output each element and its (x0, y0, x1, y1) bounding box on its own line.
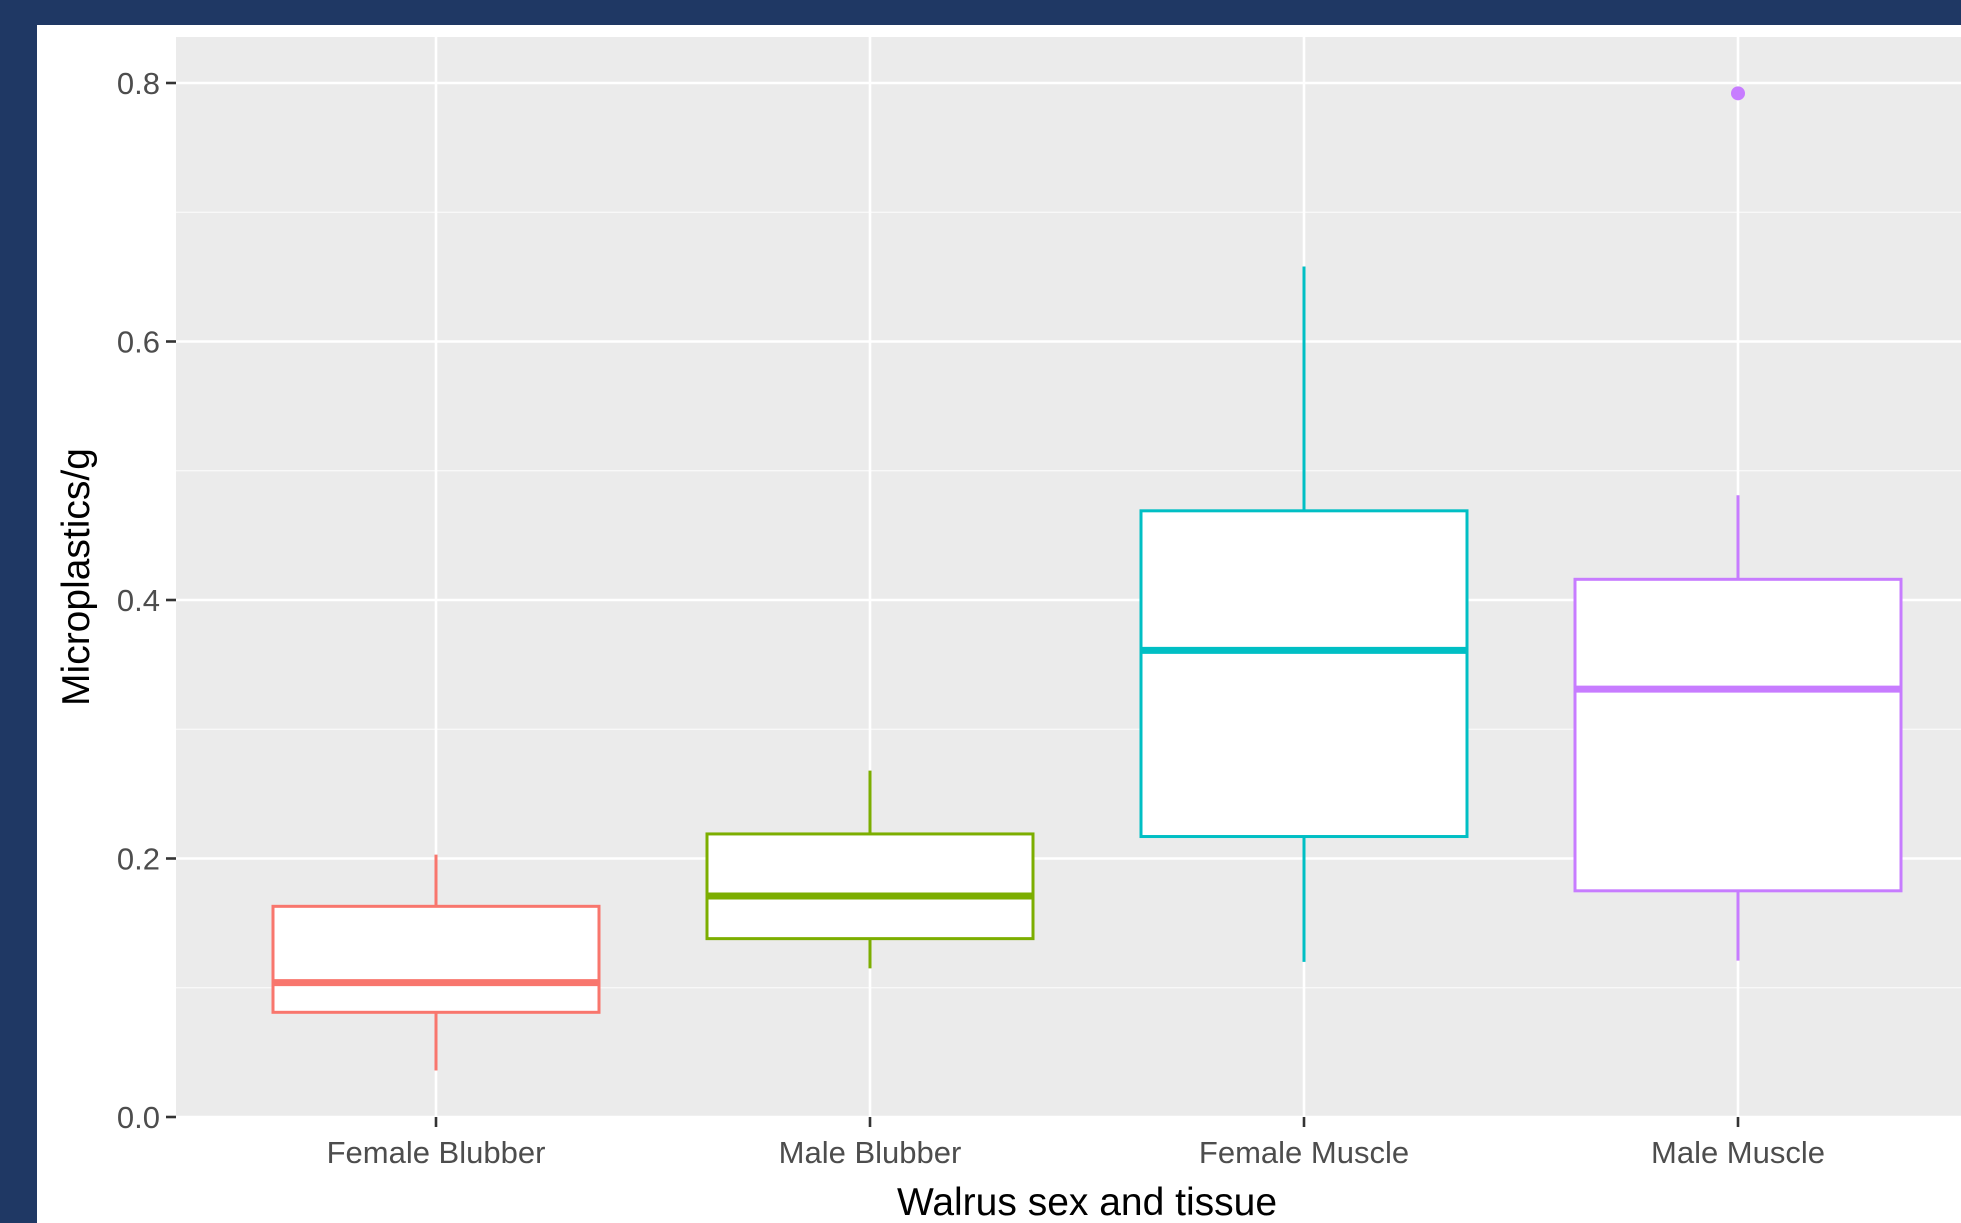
x-tick-label: Female Muscle (1199, 1135, 1409, 1170)
box-iqr (1573, 577, 1903, 893)
outlier-point (1731, 86, 1745, 101)
box-iqr (271, 904, 601, 1014)
y-tick-label: 0.0 (117, 1100, 160, 1135)
box-male-muscle (1573, 86, 1903, 961)
x-tick-label: Male Blubber (779, 1135, 962, 1170)
box-iqr (705, 832, 1035, 941)
y-tick-label: 0.6 (117, 325, 160, 360)
y-tick-label: 0.2 (117, 842, 160, 877)
box-female-muscle (1139, 266, 1469, 962)
y-tick-label: 0.8 (117, 66, 160, 101)
x-tick-label: Male Muscle (1651, 1135, 1825, 1170)
axes: 0.0 0.2 0.4 0.6 0.8 Female Blubber Male Blubbe… (117, 66, 1825, 1170)
y-tick-label: 0.4 (117, 583, 160, 618)
x-tick-label: Female Blubber (327, 1135, 546, 1170)
box-male-blubber (705, 770, 1035, 969)
boxplot-chart: 0.0 0.2 0.4 0.6 0.8 Female Blubber Male Blubbe… (55, 37, 1961, 1223)
box-female-blubber (271, 854, 601, 1071)
boxes (271, 86, 1903, 1071)
chart-frame: 0.0 0.2 0.4 0.6 0.8 Female Blubber Male Blubbe… (37, 25, 1961, 1223)
box-iqr (1139, 509, 1469, 839)
y-axis-title: Microplastics/g (55, 448, 98, 706)
x-axis-title: Walrus sex and tissue (897, 1181, 1277, 1223)
